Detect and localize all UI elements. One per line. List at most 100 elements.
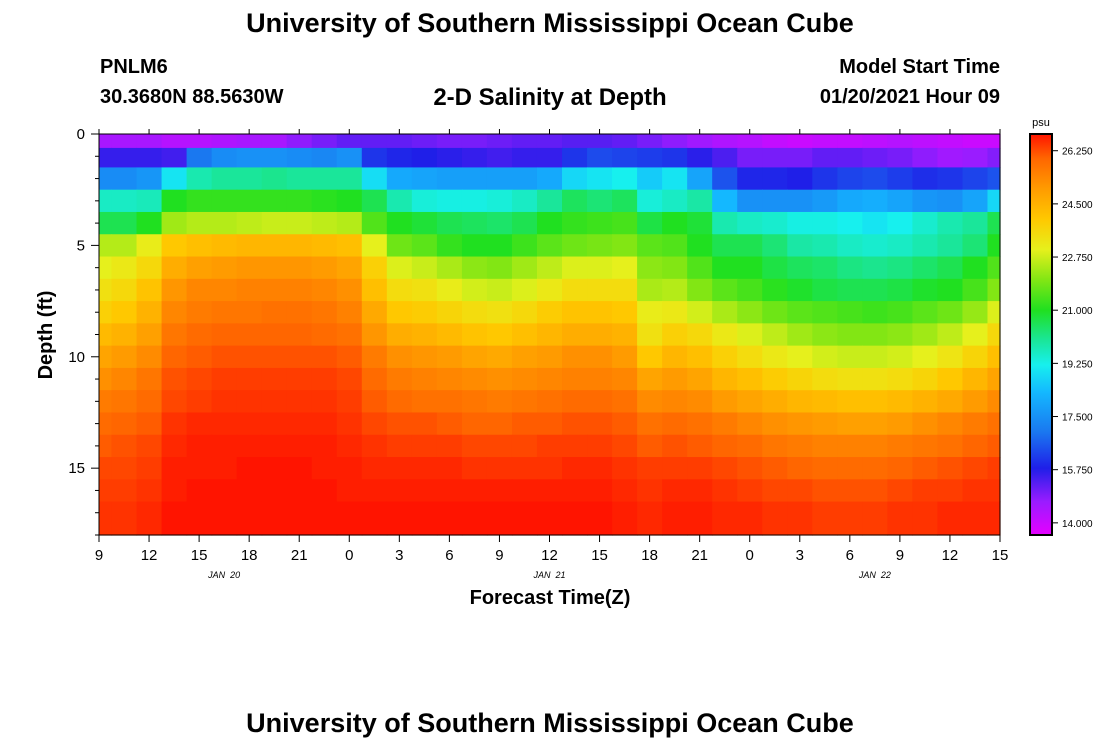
heatmap-cell — [536, 189, 563, 213]
heatmap-cell — [236, 256, 263, 280]
heatmap-cell — [536, 367, 563, 391]
heatmap-cell — [286, 390, 313, 414]
heatmap-cell — [937, 457, 964, 480]
colorbar-tick-label: 19.250 — [1062, 359, 1093, 370]
x-tick-label: 18 — [241, 547, 258, 564]
heatmap-cell — [862, 134, 888, 149]
heatmap-cell — [461, 479, 488, 503]
heatmap-cell — [637, 434, 663, 458]
date-label: JAN 21 — [532, 570, 565, 580]
heatmap-cell — [887, 479, 914, 503]
heatmap-cell — [737, 501, 763, 536]
heatmap-cell — [411, 234, 438, 258]
heatmap-cell — [136, 501, 163, 536]
heatmap-cell — [361, 167, 388, 191]
heatmap-cell — [837, 301, 863, 324]
heatmap-cell — [436, 345, 463, 369]
heatmap-cell — [862, 256, 888, 280]
heatmap-cell — [336, 278, 363, 302]
heatmap-cell — [637, 367, 663, 391]
heatmap-cell — [186, 189, 213, 213]
heatmap-cell — [536, 167, 563, 191]
heatmap-cell — [411, 323, 438, 347]
heatmap-cell — [662, 412, 688, 436]
station-coordinates: 30.3680N 88.5630W — [100, 86, 284, 108]
heatmap-cell — [211, 189, 238, 213]
heatmap-cell — [812, 147, 838, 169]
heatmap-cell — [987, 501, 1001, 536]
heatmap-cell — [311, 412, 338, 436]
heatmap-cell — [411, 367, 438, 391]
heatmap-cell — [236, 211, 263, 235]
heatmap-cell — [962, 345, 989, 369]
heatmap-cell — [436, 412, 463, 436]
heatmap-cell — [211, 412, 238, 436]
heatmap-cell — [937, 390, 964, 414]
heatmap-cell — [261, 390, 288, 414]
heatmap-cell — [837, 501, 863, 536]
heatmap-cell — [461, 457, 488, 480]
heatmap-cell — [837, 390, 863, 414]
heatmap-cell — [937, 301, 964, 324]
heatmap-cell — [136, 301, 163, 324]
heatmap-cell — [737, 134, 763, 149]
heatmap-cell — [562, 189, 588, 213]
heatmap-cell — [562, 479, 588, 503]
x-tick-label: 21 — [291, 547, 308, 564]
heatmap-cell — [762, 434, 788, 458]
heatmap-cell — [361, 390, 388, 414]
heatmap-cell — [536, 412, 563, 436]
heatmap-cell — [511, 189, 538, 213]
heatmap-cell — [161, 434, 188, 458]
heatmap-cell — [612, 501, 638, 536]
heatmap-cell — [161, 256, 188, 280]
heatmap-cell — [862, 457, 888, 480]
heatmap-cell — [136, 345, 163, 369]
heatmap-cell — [912, 211, 939, 235]
heatmap-cell — [461, 189, 488, 213]
heatmap-cell — [411, 434, 438, 458]
heatmap-cell — [587, 301, 613, 324]
heatmap-cell — [812, 167, 838, 191]
heatmap-cell — [411, 256, 438, 280]
heatmap-cell — [461, 234, 488, 258]
heatmap-cell — [261, 134, 288, 149]
heatmap-cell — [286, 147, 313, 169]
heatmap-cell — [587, 147, 613, 169]
heatmap-cell — [712, 278, 738, 302]
heatmap-cell — [862, 412, 888, 436]
heatmap-cell — [712, 234, 738, 258]
heatmap-cell — [461, 134, 488, 149]
heatmap-cell — [286, 323, 313, 347]
heatmap-cell — [862, 367, 888, 391]
heatmap-cell — [99, 278, 113, 302]
heatmap-cell — [261, 412, 288, 436]
heatmap-cell — [536, 134, 563, 149]
heatmap-cell — [712, 167, 738, 191]
heatmap-cell — [336, 412, 363, 436]
heatmap-cell — [186, 256, 213, 280]
heatmap-cell — [837, 345, 863, 369]
heatmap-cell — [236, 367, 263, 391]
heatmap-cell — [386, 301, 413, 324]
heatmap-cell — [637, 323, 663, 347]
heatmap-cell — [587, 167, 613, 191]
heatmap-cell — [587, 323, 613, 347]
heatmap-cell — [562, 278, 588, 302]
heatmap-cell — [612, 367, 638, 391]
heatmap-cell — [99, 147, 113, 169]
heatmap-cell — [111, 501, 138, 536]
colorbar-ticks: 14.000 15.750 17.500 19.250 21.000 22.750 24.5… — [1052, 147, 1093, 530]
heatmap-cell — [261, 501, 288, 536]
heatmap-cell — [111, 412, 138, 436]
heatmap-cell — [562, 256, 588, 280]
heatmap-cell — [211, 434, 238, 458]
y-tick-label: 15 — [68, 460, 85, 477]
heatmap-cell — [511, 147, 538, 169]
heatmap-cell — [587, 412, 613, 436]
heatmap-cell — [311, 147, 338, 169]
heatmap-cell — [787, 211, 813, 235]
y-axis: 0 5 10 15 — [68, 126, 99, 536]
heatmap-cell — [962, 256, 989, 280]
heatmap-cell — [912, 134, 939, 149]
